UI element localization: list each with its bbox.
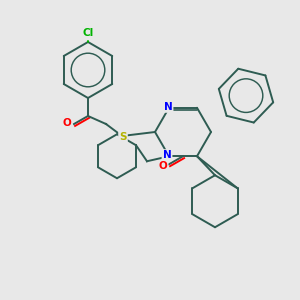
Text: O: O — [159, 161, 167, 171]
Text: O: O — [63, 118, 71, 128]
Text: Cl: Cl — [82, 28, 94, 38]
Text: N: N — [163, 150, 171, 160]
Text: N: N — [164, 102, 172, 112]
Text: S: S — [119, 132, 127, 142]
